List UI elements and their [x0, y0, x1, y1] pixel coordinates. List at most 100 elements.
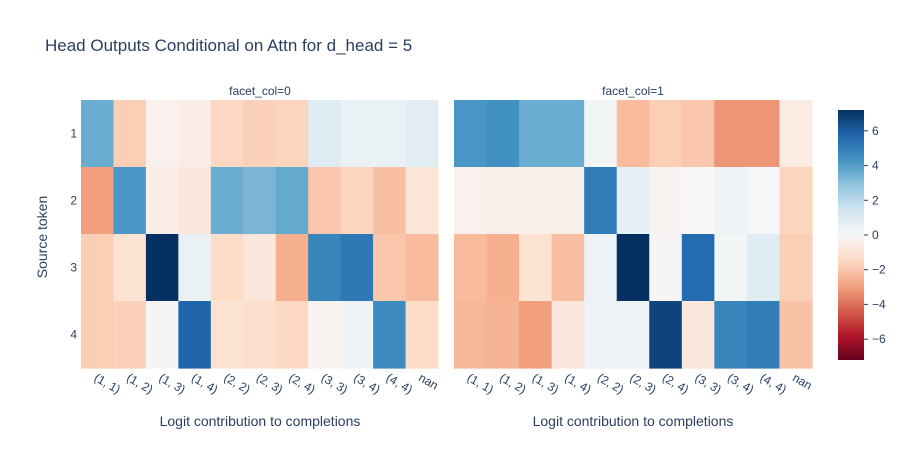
- heatmap-cell: [616, 234, 650, 302]
- heatmap-cell: [551, 100, 585, 168]
- heatmap-cell: [746, 301, 781, 369]
- heatmap-cell: [210, 100, 244, 168]
- heatmap-cell: [616, 301, 650, 369]
- colorbar-tick-label: −2: [872, 263, 886, 277]
- heatmap-cell: [81, 100, 115, 168]
- heatmap-cell: [243, 167, 277, 235]
- heatmap-cell: [584, 301, 618, 369]
- facet-panel-1: facet_col=1 (1, 1) (1, 2) (1, 3) (1, 4) (2, …: [454, 84, 815, 429]
- heatmap-cell: [113, 100, 147, 168]
- heatmap-cell: [681, 100, 715, 168]
- x-tick-label: (1, 2): [124, 370, 155, 396]
- heatmap-cell: [714, 301, 748, 369]
- heatmap-cell: [81, 167, 115, 235]
- heatmap-cell: [373, 100, 407, 168]
- x-tick-label: (1, 1): [92, 370, 123, 396]
- colorbar-tick-label: −6: [872, 332, 886, 346]
- colorbar-ticks: 6 4 2 0 −2 −4 −6: [864, 124, 886, 346]
- heatmap-cell: [113, 234, 147, 302]
- x-tick-label: (1, 3): [157, 370, 188, 396]
- heatmap-cell: [81, 234, 115, 302]
- heatmap-cell: [210, 167, 244, 235]
- heatmap-cell: [178, 301, 212, 369]
- heatmap-cell: [616, 100, 650, 168]
- heatmap-cell: [486, 234, 520, 302]
- x-tick-labels-1: (1, 1) (1, 2) (1, 3) (1, 4) (2, 2) (2, 3) (2, …: [465, 370, 815, 396]
- x-tick-label: (3, 4): [725, 370, 756, 396]
- x-tick-label: nan: [790, 370, 814, 392]
- x-axis-label-1: Logit contribution to completions: [533, 413, 734, 429]
- heatmap-cell: [519, 234, 553, 302]
- heatmap-cell: [340, 167, 374, 235]
- heatmap-cell: [373, 234, 407, 302]
- heatmap-cell: [454, 301, 488, 369]
- heatmap-cell: [486, 100, 520, 168]
- heatmap-cell: [714, 167, 748, 235]
- heatmap-cell: [649, 234, 683, 302]
- heatmap-cells-0: [81, 100, 439, 369]
- colorbar: 6 4 2 0 −2 −4 −6: [838, 110, 886, 360]
- colorbar-tick-label: 4: [872, 159, 879, 173]
- heatmap-cell: [275, 301, 309, 369]
- heatmap-cell: [681, 234, 715, 302]
- heatmap-cell: [551, 167, 585, 235]
- x-tick-label: (2, 3): [628, 370, 659, 396]
- x-tick-label: (4, 4): [384, 370, 415, 396]
- heatmap-cell: [243, 234, 277, 302]
- heatmap-cell: [113, 167, 147, 235]
- heatmap-cell: [779, 167, 813, 235]
- heatmap-cell: [340, 234, 374, 302]
- heatmap-cell: [779, 234, 813, 302]
- y-tick-label: 3: [70, 261, 77, 275]
- heatmap-cell: [551, 301, 585, 369]
- heatmap-cell: [714, 234, 748, 302]
- heatmap-cell: [275, 167, 309, 235]
- heatmap-cell: [486, 167, 520, 235]
- heatmap-cell: [519, 167, 553, 235]
- y-tick-label: 4: [70, 328, 77, 342]
- heatmap-cell: [519, 100, 553, 168]
- x-tick-label: (1, 4): [562, 370, 593, 396]
- heatmap-cell: [373, 167, 407, 235]
- heatmap-cell: [308, 167, 342, 235]
- heatmap-cell: [649, 100, 683, 168]
- heatmap-cell: [113, 301, 147, 369]
- heatmap-cell: [145, 100, 179, 168]
- heatmap-cell: [275, 100, 309, 168]
- x-axis-label-0: Logit contribution to completions: [160, 413, 361, 429]
- x-tick-label: (3, 3): [693, 370, 724, 396]
- chart-title: Head Outputs Conditional on Attn for d_h…: [45, 36, 412, 55]
- heatmap-cell: [275, 234, 309, 302]
- x-tick-label: (3, 4): [351, 370, 382, 396]
- heatmap-cell: [373, 301, 407, 369]
- heatmap-cell: [584, 167, 618, 235]
- heatmap-cell: [405, 100, 439, 168]
- facet-title-0: facet_col=0: [229, 84, 291, 98]
- heatmap-cell: [616, 167, 650, 235]
- x-tick-label: (4, 4): [758, 370, 789, 396]
- x-tick-label: (2, 4): [660, 370, 691, 396]
- x-tick-label: (1, 1): [465, 370, 496, 396]
- heatmap-cell: [145, 234, 179, 302]
- heatmap-cell: [210, 301, 244, 369]
- heatmap-cell: [649, 301, 683, 369]
- colorbar-tick-label: 6: [872, 124, 879, 138]
- heatmap-cell: [779, 301, 813, 369]
- x-tick-label: (2, 2): [595, 370, 626, 396]
- colorbar-tick-label: 0: [872, 228, 879, 242]
- heatmap-cell: [746, 167, 781, 235]
- x-tick-label: (2, 4): [287, 370, 318, 396]
- x-tick-labels-0: (1, 1) (1, 2) (1, 3) (1, 4) (2, 2) (2, 3) (2, …: [92, 370, 441, 396]
- heatmap-cell: [519, 301, 553, 369]
- heatmap-cell: [405, 167, 439, 235]
- heatmap-cell: [405, 234, 439, 302]
- heatmap-cell: [584, 234, 618, 302]
- heatmap-cell: [486, 301, 520, 369]
- heatmap-cell: [454, 234, 488, 302]
- x-tick-label: nan: [416, 370, 440, 392]
- heatmap-cells-1: [454, 100, 813, 369]
- facet-panel-0: facet_col=0 (1, 1) (1, 2) (1, 3) (1, 4) (2, …: [81, 84, 441, 429]
- heatmap-cell: [178, 167, 212, 235]
- x-tick-label: (1, 4): [189, 370, 220, 396]
